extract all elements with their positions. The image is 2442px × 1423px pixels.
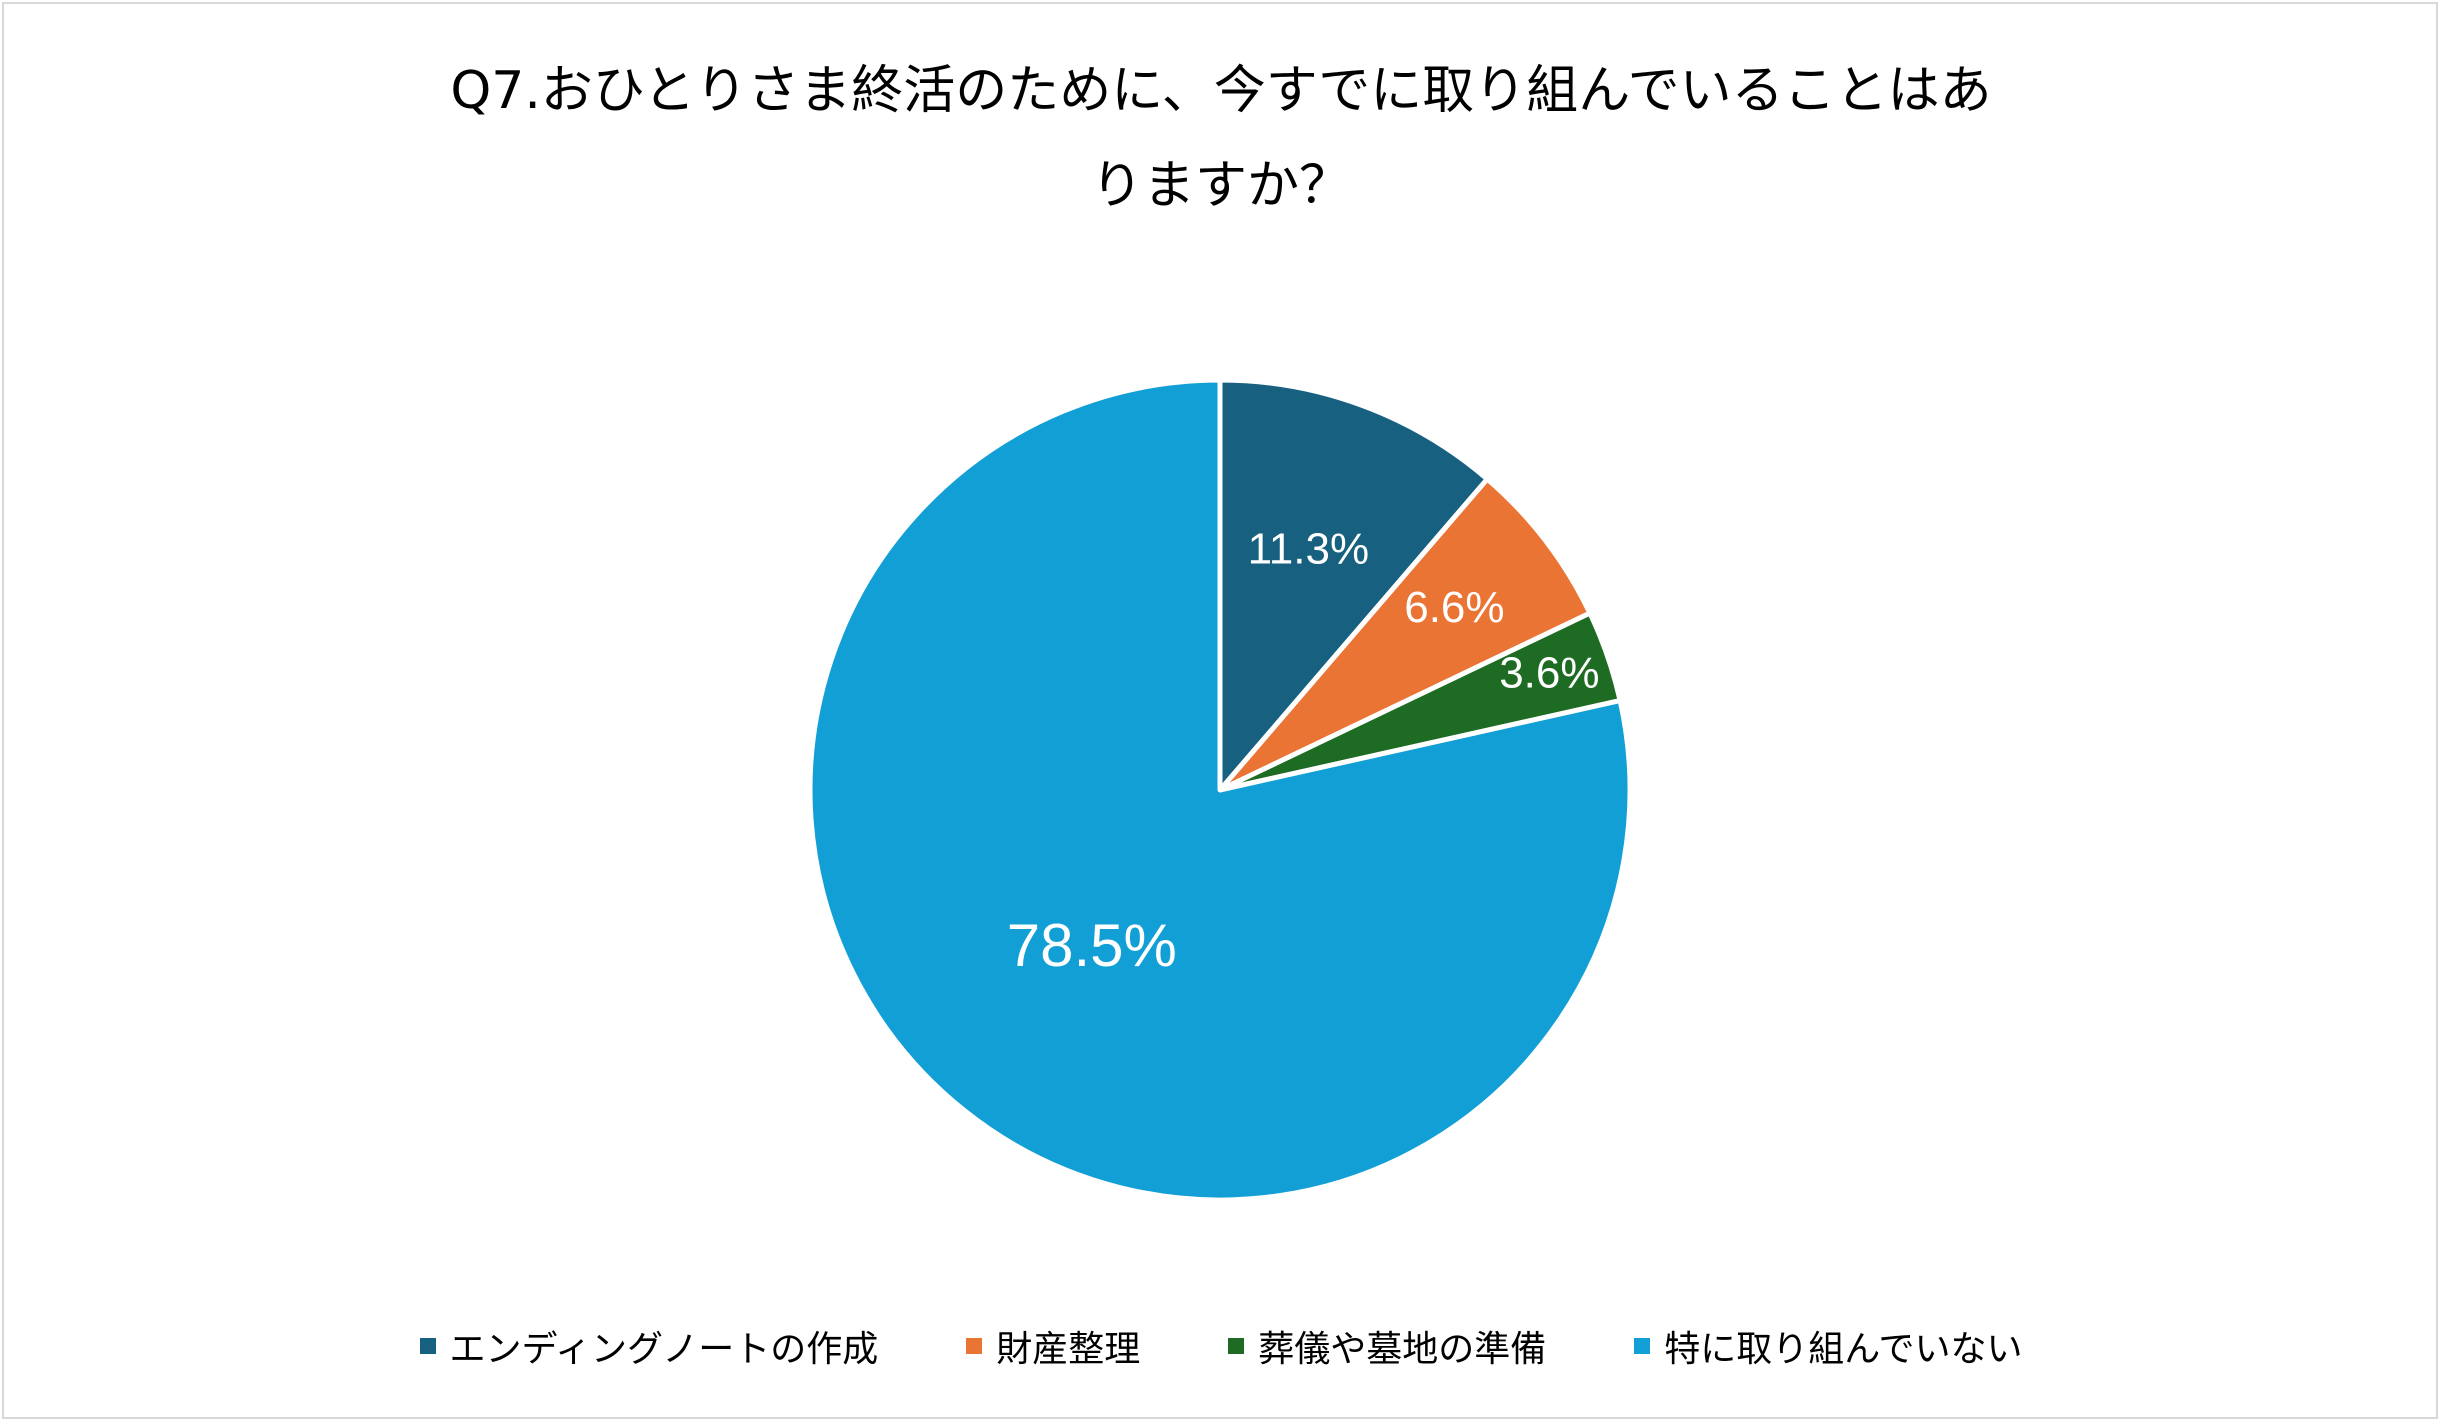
- legend-label-funeral-preparation: 葬儀や墓地の準備: [1258, 1329, 1547, 1370]
- pie-slices: [807, 377, 1633, 1203]
- legend-swatch-asset-organization: [966, 1338, 983, 1354]
- legend-swatch-nothing-in-particular: [1634, 1338, 1651, 1354]
- data-label-ending-note: 11.3%: [1248, 524, 1370, 573]
- chart-title-line-1: Q7.おひとりさま終活のために、今すでに取り組んでいることはあ: [450, 61, 1992, 121]
- pie-slice-nothing-in-particular: [807, 377, 1633, 1203]
- legend-item-nothing-in-particular: 特に取り組んでいない: [1634, 1320, 2023, 1372]
- legend-label-ending-note: エンディングノートの作成: [449, 1329, 879, 1370]
- legend-item-asset-organization: 財産整理: [966, 1320, 1140, 1372]
- data-label-asset-organization: 6.6%: [1404, 583, 1504, 632]
- data-label-funeral-preparation: 3.6%: [1499, 649, 1599, 698]
- legend-swatch-funeral-preparation: [1228, 1338, 1245, 1354]
- legend-item-funeral-preparation: 葬儀や墓地の準備: [1228, 1320, 1546, 1372]
- data-label-nothing-in-particular: 78.5%: [1007, 912, 1177, 979]
- legend-swatch-ending-note: [419, 1338, 436, 1354]
- legend-label-asset-organization: 財産整理: [996, 1329, 1141, 1370]
- legend-label-nothing-in-particular: 特に取り組んでいない: [1664, 1329, 2023, 1370]
- pie-data-labels: 11.3% 6.6% 3.6% 78.5%: [1007, 524, 1600, 979]
- chart-title: Q7.おひとりさま終活のために、今すでに取り組んでいることはあ りますか？: [180, 44, 2262, 234]
- pie-slice-ending-note: [1217, 377, 1490, 793]
- pie-slice-asset-organization: [1217, 476, 1593, 793]
- legend-item-ending-note: エンディングノートの作成: [419, 1320, 879, 1372]
- chart-legend: エンディングノートの作成 財産整理 葬儀や墓地の準備 特に取り組んでいない: [0, 1320, 2442, 1372]
- chart-title-line-2: りますか？: [1090, 156, 1351, 216]
